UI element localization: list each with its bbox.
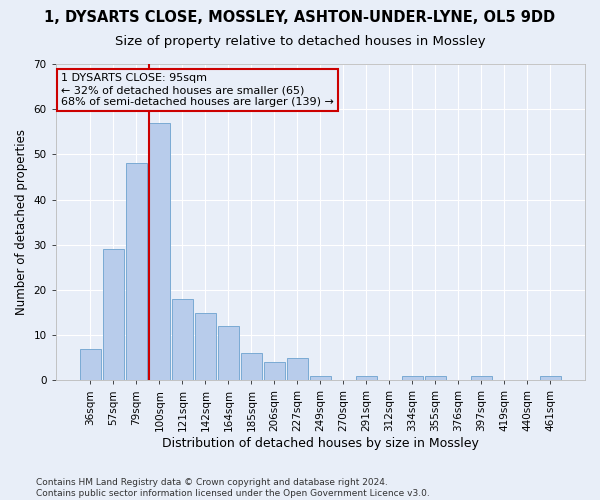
Bar [356,376,377,380]
Bar [402,376,423,380]
Bar [241,353,262,380]
Bar [103,250,124,380]
Text: 1, DYSARTS CLOSE, MOSSLEY, ASHTON-UNDER-LYNE, OL5 9DD: 1, DYSARTS CLOSE, MOSSLEY, ASHTON-UNDER-… [44,10,556,25]
Bar [172,299,193,380]
Text: Size of property relative to detached houses in Mossley: Size of property relative to detached ho… [115,35,485,48]
Bar [471,376,492,380]
Bar [218,326,239,380]
Bar [425,376,446,380]
Text: Contains HM Land Registry data © Crown copyright and database right 2024.
Contai: Contains HM Land Registry data © Crown c… [36,478,430,498]
Bar [195,312,216,380]
Bar [310,376,331,380]
Y-axis label: Number of detached properties: Number of detached properties [15,129,28,315]
Bar [264,362,285,380]
Bar [540,376,561,380]
Bar [126,164,147,380]
Bar [149,122,170,380]
Text: 1 DYSARTS CLOSE: 95sqm
← 32% of detached houses are smaller (65)
68% of semi-det: 1 DYSARTS CLOSE: 95sqm ← 32% of detached… [61,74,334,106]
Bar [287,358,308,380]
Bar [80,348,101,380]
X-axis label: Distribution of detached houses by size in Mossley: Distribution of detached houses by size … [162,437,479,450]
